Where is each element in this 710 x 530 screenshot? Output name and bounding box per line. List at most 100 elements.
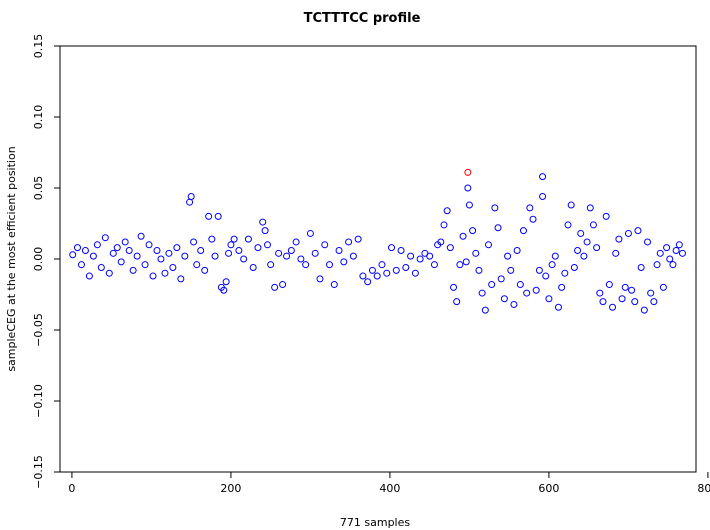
data-point [510,300,518,308]
data-point [261,227,269,235]
data-point [411,269,419,277]
data-point [513,246,521,254]
data-point [373,272,381,280]
data-point [497,275,505,283]
data-point [583,238,591,246]
data-point [292,238,300,246]
data-point [446,244,454,252]
y-tick-label: 0.10 [32,105,45,130]
data-point [475,266,483,274]
data-point [368,266,376,274]
data-point [190,238,198,246]
data-point [469,227,477,235]
data-point [602,212,610,220]
data-point [378,261,386,269]
data-point [230,235,238,243]
data-point [618,295,626,303]
data-point [388,244,396,252]
data-point [169,264,177,272]
data-point [197,246,205,254]
data-point [545,295,553,303]
data-point [561,269,569,277]
data-point [340,258,348,266]
data-point [279,281,287,289]
data-point [311,249,319,257]
data-point [647,289,655,297]
y-tick-label: −0.10 [32,384,45,418]
data-point [335,246,343,254]
data-point [596,289,604,297]
data-point [675,241,683,249]
data-point [330,281,338,289]
data-point [77,261,85,269]
data-point [634,227,642,235]
data-point [81,246,89,254]
data-point [397,246,405,254]
data-point [254,244,262,252]
data-point [181,252,189,260]
data-point [275,249,283,257]
data-point [605,281,613,289]
data-point [631,298,639,306]
data-point [306,229,314,237]
data-point [283,252,291,260]
data-point [426,252,434,260]
data-point [222,278,230,286]
data-point [615,235,623,243]
data-point [145,241,153,249]
data-point [488,281,496,289]
data-point [453,298,461,306]
data-point [465,201,473,209]
plot-frame [59,45,697,473]
data-point [402,264,410,272]
data-point [165,249,173,257]
data-point [201,266,209,274]
data-point [612,249,620,257]
y-axis-label: sampleCEG at the most efficient position [5,146,18,371]
data-points [69,168,686,314]
data-point [205,212,213,220]
data-point [161,269,169,277]
data-point [259,218,267,226]
data-point [523,289,531,297]
data-point [464,184,472,192]
data-point [481,306,489,314]
data-point [113,244,121,252]
data-point [542,272,550,280]
data-point [624,229,632,237]
data-point [599,298,607,306]
data-point [364,278,372,286]
data-point [519,227,527,235]
data-point [383,269,391,277]
data-point [678,249,686,257]
data-point [263,241,271,249]
data-point [316,275,324,283]
data-point [193,261,201,269]
y-tick-label: 0.00 [32,247,45,272]
data-point [570,264,578,272]
data-point [321,241,329,249]
data-point [456,261,464,269]
data-point [621,283,629,291]
x-tick-label: 200 [220,482,241,495]
data-point [177,275,185,283]
data-point [659,283,667,291]
data-point [244,235,252,243]
data-point [450,283,458,291]
data-point [89,252,97,260]
y-tick-label: 0.05 [32,176,45,201]
data-point [141,261,149,269]
data-point [637,264,645,272]
data-point [656,249,664,257]
y-axis: −0.15 −0.10 −0.05 0.00 0.05 0.10 0.15 [32,34,60,489]
data-point [133,252,141,260]
data-point [240,255,248,263]
data-point [349,252,357,260]
data-point [137,232,145,240]
data-point [529,215,537,223]
y-tick-label: −0.05 [32,313,45,347]
data-point [593,244,601,252]
data-point [267,261,275,269]
data-point [173,244,181,252]
